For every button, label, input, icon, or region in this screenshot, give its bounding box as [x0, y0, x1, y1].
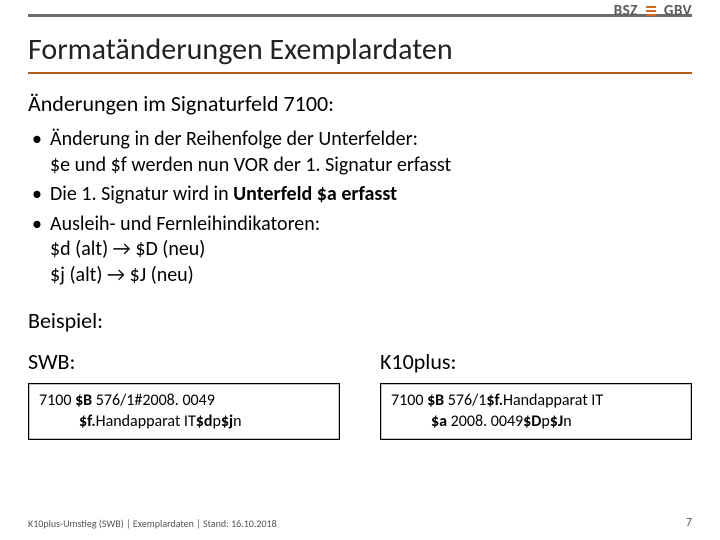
page-number: 7: [686, 516, 692, 530]
title-rule: [28, 72, 692, 74]
example-line: $f.Handapparat IT$dp$jn: [39, 411, 329, 433]
column-right: K10plus: 7100 $B 576/1$f.Handapparat IT …: [380, 348, 692, 440]
logo-block: BSZ GBV: [614, 2, 692, 20]
bullet-text: Ausleih- und Fernleihindikatoren:: [50, 212, 320, 236]
example-line: 7100 $B 576/1#2008. 0049: [39, 390, 329, 412]
bullet-text: $j (alt) → $J (neu): [50, 263, 194, 287]
example-box-left: 7100 $B 576/1#2008. 0049 $f.Handapparat …: [28, 383, 340, 440]
list-item: Änderung in der Reihenfolge der Unterfel…: [28, 127, 692, 178]
example-label: Beispiel:: [28, 307, 692, 334]
example-line: $a 2008. 0049$Dp$Jn: [391, 411, 681, 433]
bullet-list: Änderung in der Reihenfolge der Unterfel…: [28, 127, 692, 289]
subheading: Änderungen im Signaturfeld 7100:: [28, 90, 692, 117]
logo-bsz: BSZ: [614, 2, 638, 20]
top-rule: [28, 14, 692, 17]
bullet-text: Änderung in der Reihenfolge der Unterfel…: [50, 127, 418, 151]
column-label: SWB:: [28, 348, 340, 375]
footer-text: K10plus-Umstieg (SWB) | Exemplardaten | …: [28, 517, 277, 530]
column-label: K10plus:: [380, 348, 692, 375]
bullet-text-bold: Unterfeld $a erfasst: [233, 182, 397, 206]
example-box-right: 7100 $B 576/1$f.Handapparat IT $a 2008. …: [380, 383, 692, 440]
logo-separator-icon: [644, 6, 658, 16]
logo-gbv: GBV: [664, 2, 692, 20]
bullet-text: $e und $f werden nun VOR der 1. Signatur…: [50, 153, 451, 177]
column-left: SWB: 7100 $B 576/1#2008. 0049 $f.Handapp…: [28, 348, 340, 440]
example-line: 7100 $B 576/1$f.Handapparat IT: [391, 390, 681, 412]
bullet-text: Die 1. Signatur wird in: [50, 182, 233, 206]
slide-title: Formatänderungen Exemplardaten: [28, 31, 692, 68]
example-columns: SWB: 7100 $B 576/1#2008. 0049 $f.Handapp…: [28, 348, 692, 440]
list-item: Die 1. Signatur wird in Unterfeld $a erf…: [28, 182, 692, 208]
list-item: Ausleih- und Fernleihindikatoren: $d (al…: [28, 212, 692, 289]
bullet-text: $d (alt) → $D (neu): [50, 237, 205, 261]
footer: K10plus-Umstieg (SWB) | Exemplardaten | …: [28, 516, 692, 530]
